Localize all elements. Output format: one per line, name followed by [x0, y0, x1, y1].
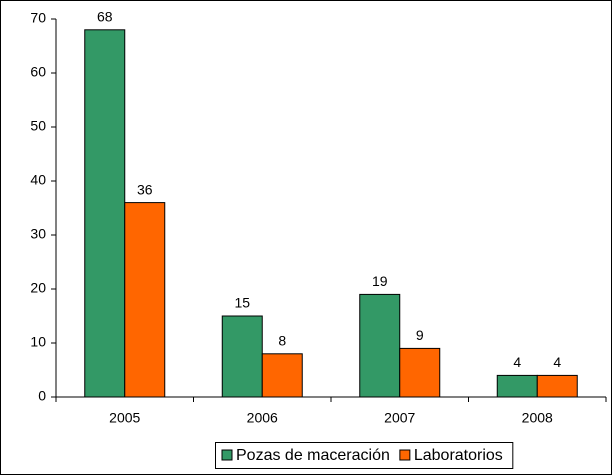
legend-swatch	[221, 449, 233, 461]
bar	[221, 315, 263, 398]
bar	[261, 353, 303, 398]
x-tick-label: 2007	[384, 410, 415, 426]
bar	[496, 374, 538, 398]
y-tick-label: 60	[30, 64, 46, 80]
legend-box	[215, 442, 514, 469]
bar	[124, 202, 166, 398]
y-tick-label: 10	[30, 334, 46, 350]
y-tick-label: 50	[30, 118, 46, 134]
data-label: 8	[278, 333, 286, 349]
bar	[536, 374, 578, 398]
data-label: 68	[97, 9, 113, 25]
x-tick-label: 2006	[247, 410, 278, 426]
y-tick-label: 40	[30, 172, 46, 188]
data-label: 19	[372, 273, 388, 289]
y-tick-label: 70	[30, 10, 46, 26]
data-label: 4	[553, 354, 561, 370]
legend-swatch	[399, 449, 411, 461]
x-tick-label: 2005	[109, 410, 140, 426]
y-tick-label: 30	[30, 226, 46, 242]
y-tick-label: 0	[38, 388, 46, 404]
data-label: 9	[416, 327, 424, 343]
bar	[359, 293, 401, 398]
x-tick-label: 2008	[522, 410, 553, 426]
bar	[399, 347, 441, 398]
y-tick-label: 20	[30, 280, 46, 296]
legend-label: Pozas de maceración	[236, 447, 390, 464]
bar	[84, 29, 126, 398]
legend-label: Laboratorios	[414, 447, 503, 464]
data-label: 15	[234, 295, 250, 311]
data-label: 4	[513, 354, 521, 370]
data-label: 36	[137, 181, 153, 197]
